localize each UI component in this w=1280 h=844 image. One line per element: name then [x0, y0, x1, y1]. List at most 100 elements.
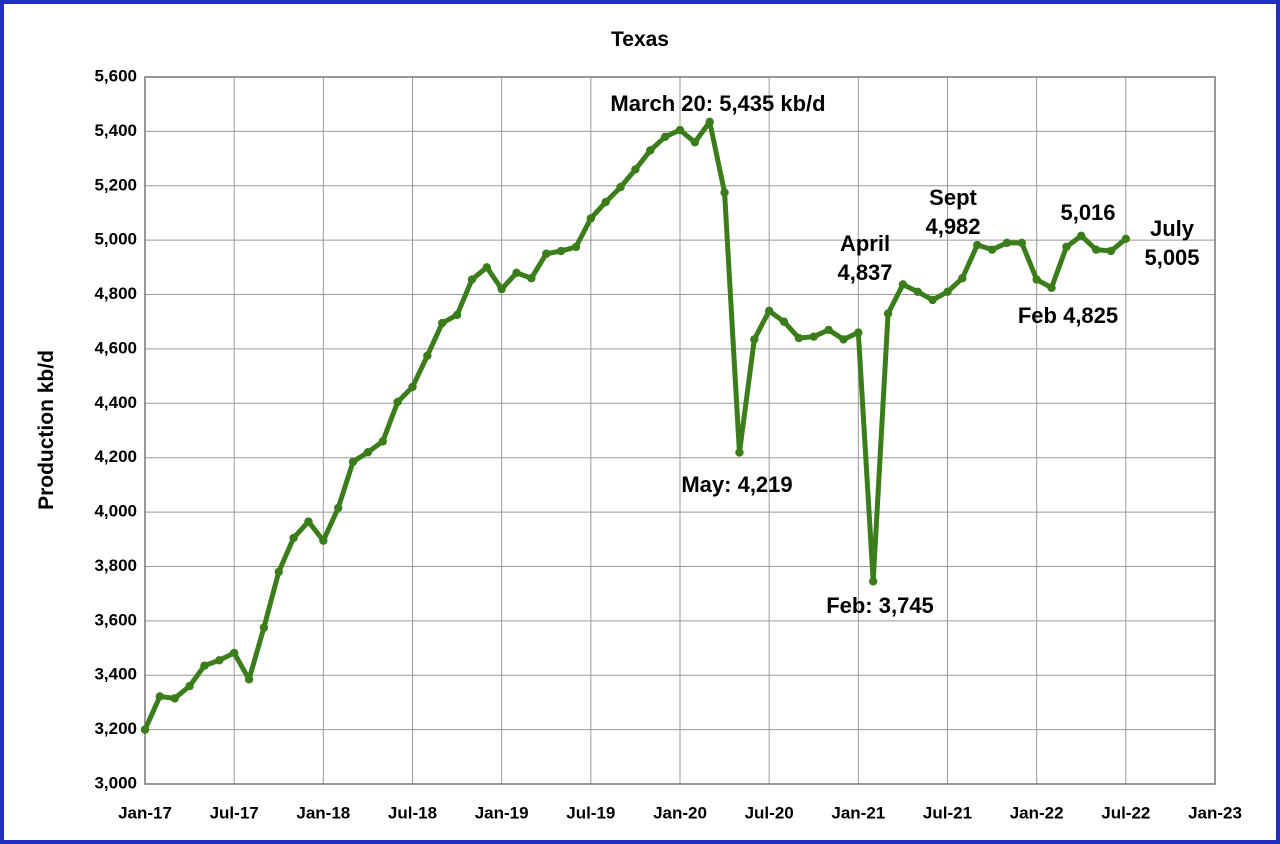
point [289, 533, 298, 543]
annotation: 4,982 [925, 214, 980, 239]
point [155, 692, 165, 701]
y-tick-label: 4,800 [94, 284, 137, 303]
point [883, 309, 893, 318]
y-tick-label: 4,000 [94, 502, 137, 521]
point [809, 332, 818, 341]
point [467, 275, 477, 284]
x-tick-label: Jul-21 [923, 803, 972, 822]
point [794, 333, 804, 343]
point [839, 335, 848, 344]
point [423, 351, 432, 360]
point [140, 725, 150, 734]
x-tick-label: Jul-17 [210, 803, 259, 822]
point [348, 457, 358, 466]
y-tick-label: 3,600 [94, 610, 137, 629]
point [660, 132, 670, 142]
y-tick-label: 3,000 [94, 773, 137, 792]
y-tick-label: 4,400 [94, 393, 137, 412]
point [1106, 246, 1116, 256]
point [542, 249, 551, 258]
point [690, 138, 700, 147]
point [779, 317, 789, 326]
annotation: May: 4,219 [681, 472, 792, 497]
point [319, 536, 328, 545]
x-tick-label: Jan-21 [831, 803, 885, 822]
point [1017, 238, 1027, 248]
point [735, 448, 744, 457]
y-tick-label: 4,200 [94, 447, 137, 466]
chart-title: Texas [611, 28, 669, 51]
point [973, 240, 982, 250]
annotation: April [840, 231, 890, 256]
annotation: March 20: 5,435 kb/d [610, 91, 825, 116]
annotation: 5,005 [1144, 245, 1199, 270]
y-tick-label: 3,800 [94, 556, 137, 575]
point [705, 117, 714, 127]
y-tick-label: 4,600 [94, 338, 137, 357]
point [170, 694, 179, 703]
annotation: Sept [929, 185, 977, 210]
point [244, 675, 254, 684]
point [1121, 234, 1131, 243]
point [586, 214, 596, 223]
point [958, 274, 967, 283]
y-tick-label: 5,400 [94, 121, 137, 140]
point [571, 242, 581, 252]
point [363, 448, 373, 457]
point [229, 648, 239, 658]
point [378, 437, 387, 446]
point [601, 197, 610, 207]
point [274, 567, 283, 577]
point [185, 681, 194, 691]
point [1077, 231, 1086, 241]
x-tick-label: Jan-19 [475, 803, 529, 822]
x-tick-label: Jul-19 [566, 803, 615, 822]
point [200, 661, 209, 670]
point [913, 287, 922, 297]
point [824, 325, 833, 335]
x-tick-label: Jul-18 [388, 803, 437, 822]
annotation: Feb 4,825 [1018, 303, 1118, 328]
x-tick-label: Jan-17 [118, 803, 172, 822]
x-tick-label: Jul-20 [745, 803, 794, 822]
annotation: July [1150, 216, 1195, 241]
point [928, 295, 937, 305]
point [1047, 283, 1056, 292]
point [1062, 242, 1071, 252]
point [720, 188, 729, 197]
y-tick-label: 5,000 [94, 230, 137, 249]
annotation: Feb: 3,745 [826, 593, 934, 618]
point [333, 503, 343, 513]
point [497, 284, 506, 294]
point [512, 268, 521, 277]
point [215, 656, 224, 665]
point [393, 397, 402, 407]
annotation: 5,016 [1060, 200, 1115, 225]
x-tick-label: Jul-22 [1101, 803, 1150, 822]
point [764, 306, 774, 316]
point [987, 245, 997, 254]
point [1002, 238, 1012, 248]
point [1032, 275, 1041, 284]
point [259, 623, 269, 632]
x-tick-label: Jan-20 [653, 803, 707, 822]
point [898, 280, 908, 289]
point [616, 182, 625, 192]
x-tick-label: Jan-22 [1010, 803, 1064, 822]
point [943, 287, 952, 297]
y-axis-label: Production kb/d [35, 350, 58, 510]
point [854, 328, 863, 337]
point [304, 517, 313, 526]
point [646, 146, 655, 155]
point [750, 335, 759, 344]
point [868, 577, 878, 586]
point [556, 246, 566, 256]
y-tick-label: 5,200 [94, 175, 137, 194]
y-tick-label: 5,600 [94, 66, 137, 85]
point [408, 382, 417, 392]
y-tick-label: 3,400 [94, 665, 137, 684]
point [631, 165, 640, 174]
